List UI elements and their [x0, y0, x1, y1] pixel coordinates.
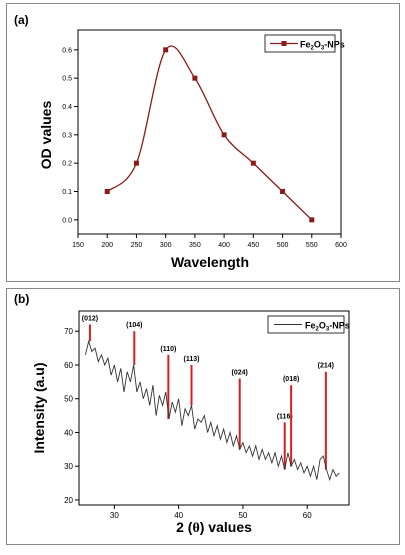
plot-a-data-point: [133, 160, 139, 166]
plot-b-y-tick-label: 70: [64, 327, 73, 336]
plot-a-x-tick-label: 300: [160, 242, 172, 249]
plot-a-data-point: [309, 217, 315, 223]
plot-b-peak-label: (116): [277, 413, 293, 420]
plot-a-legend: Fe2O3-NPs: [264, 34, 345, 53]
plot-b-reference-peaks: (012) (104) (110) (113) (024) (116) (018) (214): [82, 315, 334, 470]
plot-a-data-point: [104, 189, 110, 194]
plot-b-y-tick-label: 50: [64, 395, 73, 404]
plot-a-y-tick-label: 0.3: [62, 132, 72, 139]
plot-a-x-tick-label: 200: [101, 242, 113, 249]
plot-a-data-point: [280, 189, 286, 194]
plot-a-x-tick-label: 550: [306, 242, 318, 249]
plot-a-y-tick-label: 0.4: [62, 104, 72, 111]
plot-a-data-point: [192, 75, 198, 81]
plot-b-peak-label: (110): [160, 346, 176, 353]
panel-a-label: (a): [14, 13, 29, 27]
plot-b-legend: Fe2O3-NPs: [267, 315, 350, 334]
plot-a-data-point: [163, 47, 169, 53]
plot-b-series-line: [84, 339, 340, 482]
plot-a-legend-text: Fe2O3-NPs: [300, 40, 345, 52]
plot-b-x-ticks: 30 40 50 60: [110, 505, 312, 520]
panel-a-frame: [6, 3, 400, 282]
plot-b-x-tick-label: 40: [174, 511, 183, 520]
plot-b-x-axis-label: 2 (θ) values: [176, 519, 252, 536]
plot-b-x-tick-label: 30: [110, 511, 119, 520]
plot-b-y-tick-label: 20: [64, 496, 73, 505]
plot-b-axes-box: [78, 310, 350, 506]
plot-b-y-ticks: 20 30 40 50 60 70: [64, 327, 79, 505]
plot-b-peak-label: (104): [126, 322, 142, 329]
plot-a-y-tick-label: 0.1: [62, 189, 72, 196]
plot-a-y-ticks: 0.0 0.1 0.2 0.3 0.4 0.5 0.6: [62, 47, 78, 224]
panel-b-frame: [6, 288, 400, 545]
plot-b: 30 40 50 60 20 30 40 50 60 70 (012) (104) (110) (11…: [31, 310, 350, 536]
plot-a-x-tick-label: 600: [335, 242, 347, 249]
plot-a-legend-marker: [281, 41, 287, 46]
plot-b-y-tick-label: 30: [64, 462, 73, 471]
plot-a-y-tick-label: 0.5: [62, 76, 72, 83]
plot-b-peak-label: (214): [318, 363, 334, 370]
plot-a: 150 200 250 300 350 400 450 500 550 600 0.0 0.1 0.2…: [38, 29, 347, 270]
plot-b-peak-label: (012): [82, 315, 98, 322]
plot-a-x-tick-label: 150: [72, 242, 84, 249]
plot-b-x-tick-label: 60: [303, 511, 312, 520]
plot-a-x-tick-label: 500: [277, 242, 289, 249]
plot-b-peak-label: (024): [232, 369, 248, 376]
plot-b-y-tick-label: 40: [64, 428, 73, 437]
plot-b-y-tick-label: 60: [64, 361, 73, 370]
plot-a-y-tick-label: 0.2: [62, 161, 72, 168]
plot-a-x-tick-label: 350: [189, 242, 201, 249]
plot-b-legend-box: [267, 315, 345, 334]
plot-a-x-tick-label: 250: [131, 242, 143, 249]
plot-a-x-tick-label: 450: [247, 242, 259, 249]
plot-a-data-point: [250, 160, 256, 166]
plot-b-peak-label: (018): [283, 376, 299, 383]
plot-a-axes-box: [77, 29, 342, 235]
plot-a-legend-box: [264, 34, 336, 53]
plot-b-y-axis-label: Intensity (a.u): [31, 362, 47, 453]
plot-a-x-ticks: 150 200 250 300 350 400 450 500 550 600: [72, 234, 347, 249]
panel-b-label: (b): [14, 292, 29, 306]
plot-a-points: [104, 47, 315, 223]
plot-a-y-tick-label: 0.6: [62, 47, 72, 54]
plot-a-series-line: [106, 45, 313, 221]
plot-a-y-axis-label: OD values: [38, 101, 54, 170]
plot-b-peak-label: (113): [184, 356, 200, 363]
plot-a-data-point: [221, 132, 227, 138]
plot-a-x-tick-label: 400: [218, 242, 230, 249]
plot-b-x-tick-label: 50: [238, 511, 247, 520]
plot-a-x-axis-label: Wavelength: [171, 254, 249, 270]
plot-b-legend-text: Fe2O3-NPs: [305, 321, 350, 333]
plot-a-y-tick-label: 0.0: [62, 217, 72, 224]
